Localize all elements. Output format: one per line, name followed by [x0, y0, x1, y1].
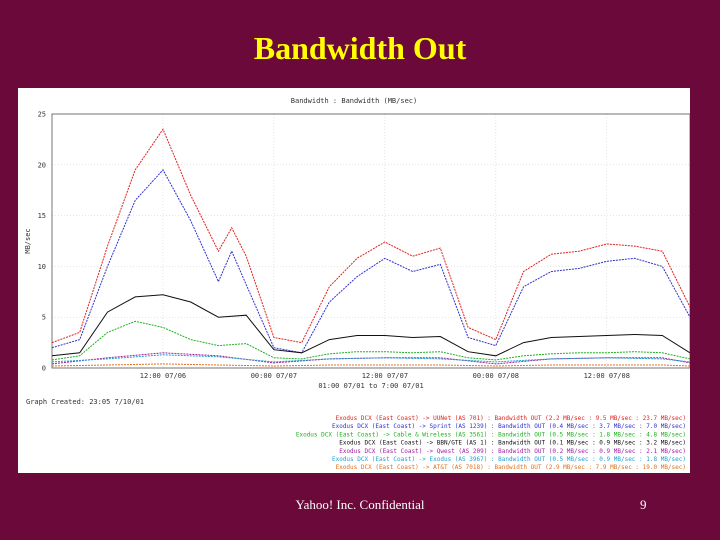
bandwidth-chart: Bandwidth : Bandwidth (MB/sec) 0 5 10 15 20 2… — [24, 97, 690, 471]
confidential-footer: Yahoo! Inc. Confidential — [295, 497, 425, 512]
graph-created-label: Graph Created: 23:05 7/10/01 — [26, 398, 144, 406]
chart-legend: Exodus DCX (East Coast) -> UUNet (AS 701… — [296, 415, 686, 471]
legend-entry: Exodus DCX (East Coast) -> BBN/GTE (AS 1… — [339, 440, 686, 447]
x-tick-labels: 12:00 07/06 00:00 07/07 12:00 07/07 00:00 0… — [140, 372, 630, 380]
y-tick-label: 15 — [38, 212, 46, 220]
slide-title: Bandwidth Out — [253, 30, 467, 66]
plot-frame — [51, 113, 690, 369]
series-line — [51, 363, 690, 367]
series-line — [51, 294, 690, 357]
y-tick-label: 5 — [42, 314, 46, 322]
series-line — [51, 320, 690, 361]
chart-title: Bandwidth : Bandwidth (MB/sec) — [291, 97, 417, 105]
x-tick-label: 00:00 07/08 — [473, 372, 519, 380]
x-tick-label: 00:00 07/07 — [251, 372, 297, 380]
y-tick-label: 10 — [38, 263, 46, 271]
bandwidth-chart-panel: Bandwidth : Bandwidth (MB/sec) 0 5 10 15 20 2… — [18, 88, 690, 473]
y-axis-label: MB/sec — [24, 228, 32, 253]
series-line — [51, 169, 690, 354]
series-line — [51, 354, 690, 363]
x-axis-label: 01:00 07/01 to 7:00 07/01 — [318, 382, 423, 390]
legend-entry: Exodus DCX (East Coast) -> Cable & Wirel… — [296, 431, 686, 438]
page-number: 9 — [640, 497, 647, 512]
x-tick-label: 12:00 07/07 — [362, 372, 408, 380]
series-lines — [51, 128, 690, 367]
y-tick-label: 0 — [42, 365, 46, 373]
legend-entry: Exodus DCX (East Coast) -> Sprint (AS 12… — [332, 423, 686, 430]
x-tick-label: 12:00 07/06 — [140, 372, 186, 380]
legend-entry: Exodus DCX (East Coast) -> Exodus (AS 39… — [332, 456, 686, 463]
legend-entry: Exodus DCX (East Coast) -> UUNet (AS 701… — [336, 415, 686, 422]
series-line — [51, 128, 690, 344]
y-tick-labels: 0 5 10 15 20 25 — [38, 111, 46, 373]
legend-entry: Exodus DCX (East Coast) -> Qwest (AS 209… — [339, 448, 686, 455]
y-tick-label: 25 — [38, 111, 46, 119]
legend-entry: Exodus DCX (East Coast) -> AT&T (AS 7018… — [336, 464, 686, 471]
y-tick-label: 20 — [38, 161, 46, 169]
x-tick-label: 12:00 07/08 — [584, 372, 630, 380]
